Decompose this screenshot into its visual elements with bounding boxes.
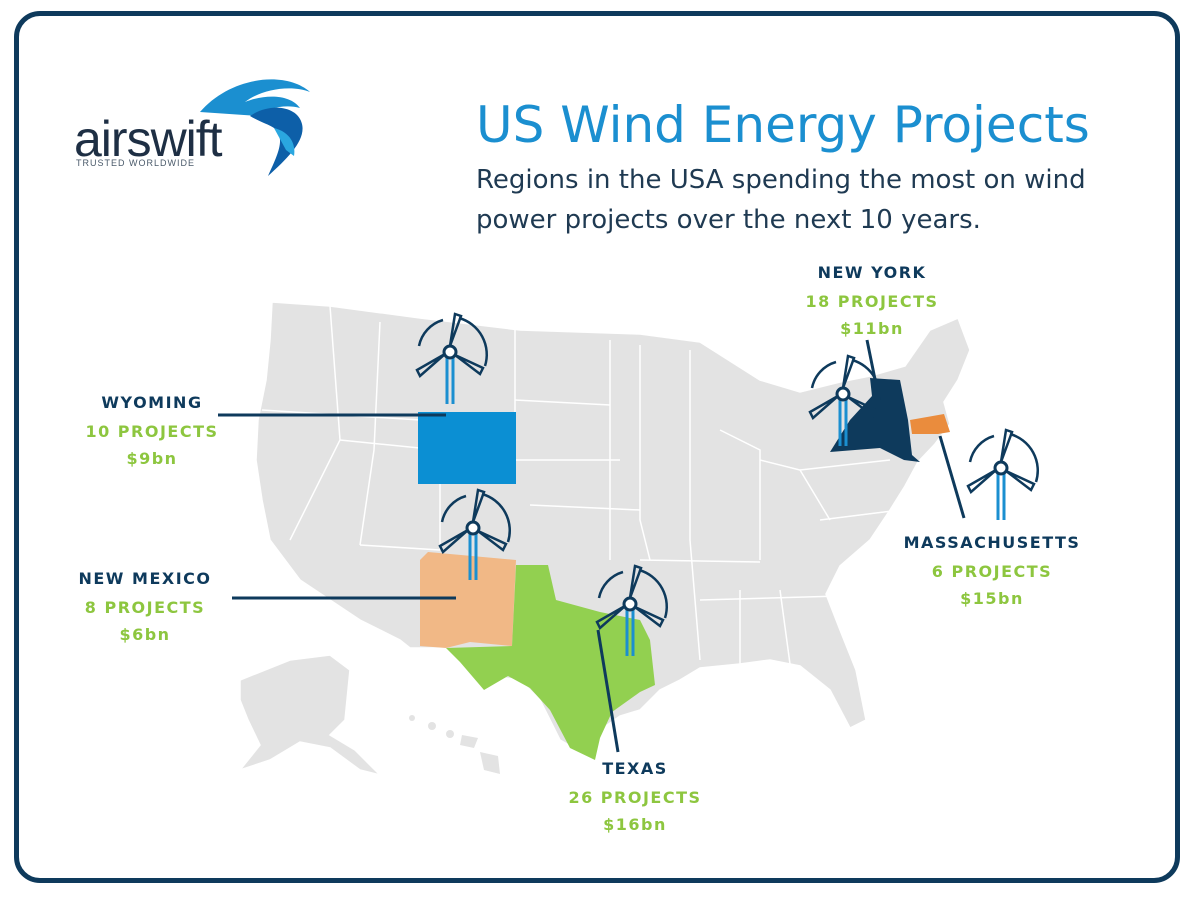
state-new-mexico: [420, 552, 516, 648]
brand-tagline: TRUSTED WORLDWIDE: [76, 158, 195, 168]
state-texas: [446, 565, 655, 760]
brand-logo: airswift TRUSTED WORLDWIDE: [70, 72, 310, 182]
label-texas: TEXAS 26 PROJECTS $16bn: [568, 759, 702, 834]
hawaii: [409, 715, 500, 774]
label-new-mexico: NEW MEXICO 8 PROJECTS $6bn: [78, 569, 212, 644]
label-massachusetts: MASSACHUSETTS 6 PROJECTS $15bn: [903, 533, 1081, 608]
wind-turbine-icon: [966, 428, 1040, 522]
leader-lines: [218, 339, 966, 753]
state-massachusetts: [910, 414, 950, 434]
brand-wordmark: airswift: [74, 111, 223, 167]
page-title: US Wind Energy Projects: [476, 96, 1090, 154]
label-new-york: NEW YORK 18 PROJECTS $11bn: [805, 263, 939, 338]
page-subtitle: Regions in the USA spending the most on …: [476, 165, 1086, 235]
state-new-york: [830, 378, 920, 462]
state-wyoming: [418, 412, 516, 484]
swift-bird-icon: [200, 79, 310, 176]
label-wyoming: WYOMING 10 PROJECTS $9bn: [85, 393, 219, 468]
alaska: [237, 654, 383, 777]
